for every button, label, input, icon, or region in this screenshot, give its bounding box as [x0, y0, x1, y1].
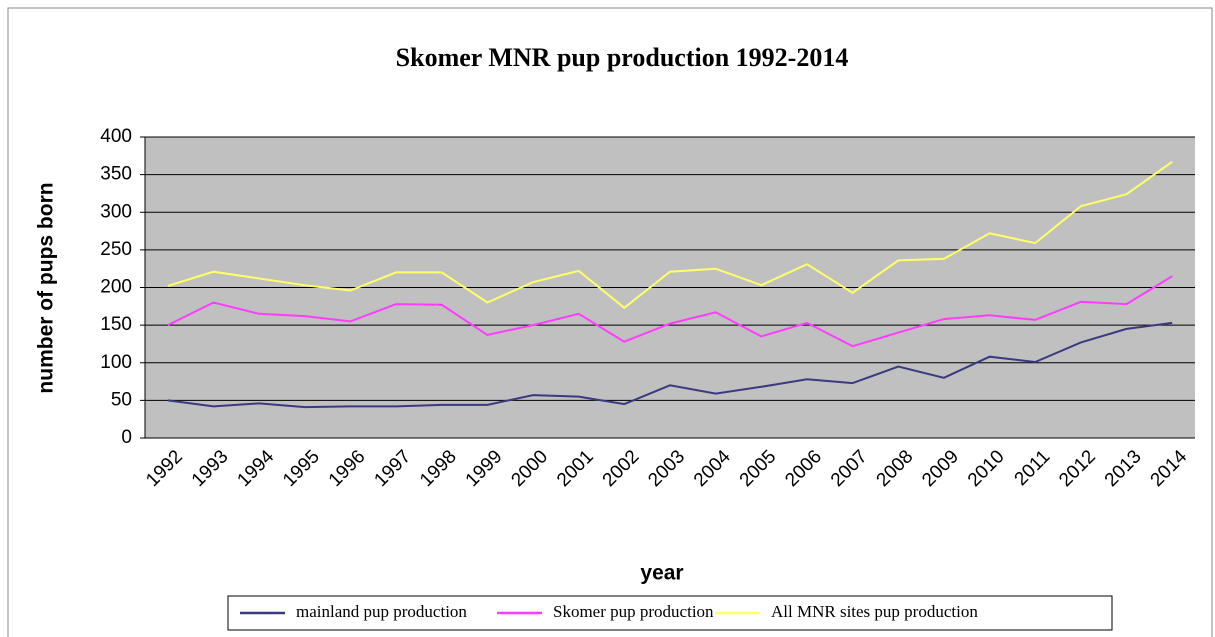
series-line: [167, 160, 1173, 310]
chart-title: Skomer MNR pup production 1992-2014: [396, 43, 849, 72]
legend-label: All MNR sites pup production: [771, 602, 978, 621]
y-tick-label: 250: [100, 239, 132, 260]
legend-label: mainland pup production: [296, 602, 467, 621]
y-tick-label: 100: [100, 352, 132, 373]
y-axis-label: number of pups born: [35, 182, 58, 393]
series-line: [167, 275, 1173, 348]
y-tick-label: 350: [100, 164, 132, 185]
y-tick-label: 400: [100, 126, 132, 147]
legend-label: Skomer pup production: [553, 602, 714, 621]
y-tick-label: 150: [100, 314, 132, 335]
y-tick-label: 50: [111, 389, 132, 410]
legend-box: [227, 595, 1113, 631]
y-tick-label: 300: [100, 201, 132, 222]
series-line: [167, 321, 1173, 409]
x-axis-label: year: [640, 562, 683, 585]
y-tick-label: 200: [100, 277, 132, 298]
y-tick-label: 0: [121, 427, 132, 448]
